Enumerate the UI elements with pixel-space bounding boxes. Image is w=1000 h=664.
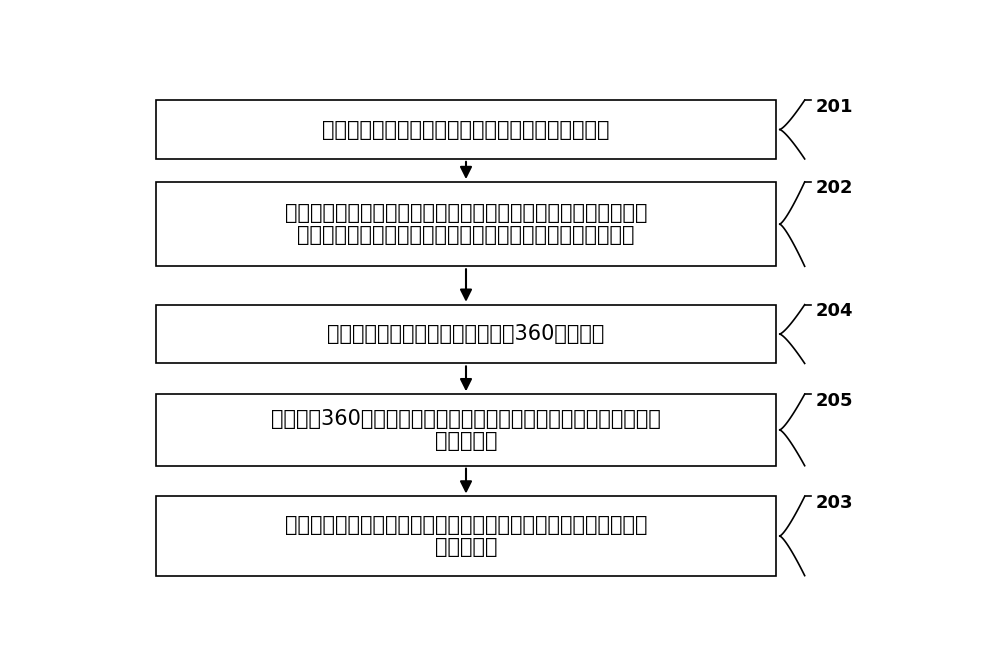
Bar [156,182,776,266]
Bar [156,497,776,576]
Text: 205: 205 [816,392,853,410]
Text: 201: 201 [816,98,853,116]
Bar [156,100,776,159]
Text: 202: 202 [816,179,853,197]
Text: 旋转圆柱状工件，同时通过与条状光源同侧且设置在条状光源间隔: 旋转圆柱状工件，同时通过与条状光源同侧且设置在条状光源间隔 [285,203,647,223]
Bar [156,305,776,363]
Text: 外表面缺陷: 外表面缺陷 [435,431,497,451]
Text: 外表面缺陷: 外表面缺陷 [435,537,497,556]
Text: 204: 204 [816,302,853,320]
Text: 在圆柱状工件一侧按预置间距设置至少两个条状光源: 在圆柱状工件一侧按预置间距设置至少两个条状光源 [322,120,610,139]
Bar [156,394,776,465]
Text: 将拍摄出的若干张照片合成到一张360度图像上: 将拍摄出的若干张照片合成到一张360度图像上 [327,324,605,344]
Text: 通过分析360度图像中的光带及黑色区域是否有异常分析圆柱状工件: 通过分析360度图像中的光带及黑色区域是否有异常分析圆柱状工件 [271,409,661,429]
Text: 通过分析每张照片中的光带及黑色区域是否有异常分析圆柱状工件: 通过分析每张照片中的光带及黑色区域是否有异常分析圆柱状工件 [285,515,647,535]
Text: 203: 203 [816,494,853,512]
Text: 中的面阵相机每隔预置角度对圆柱状工件外表面进行连续拍照: 中的面阵相机每隔预置角度对圆柱状工件外表面进行连续拍照 [297,225,635,245]
